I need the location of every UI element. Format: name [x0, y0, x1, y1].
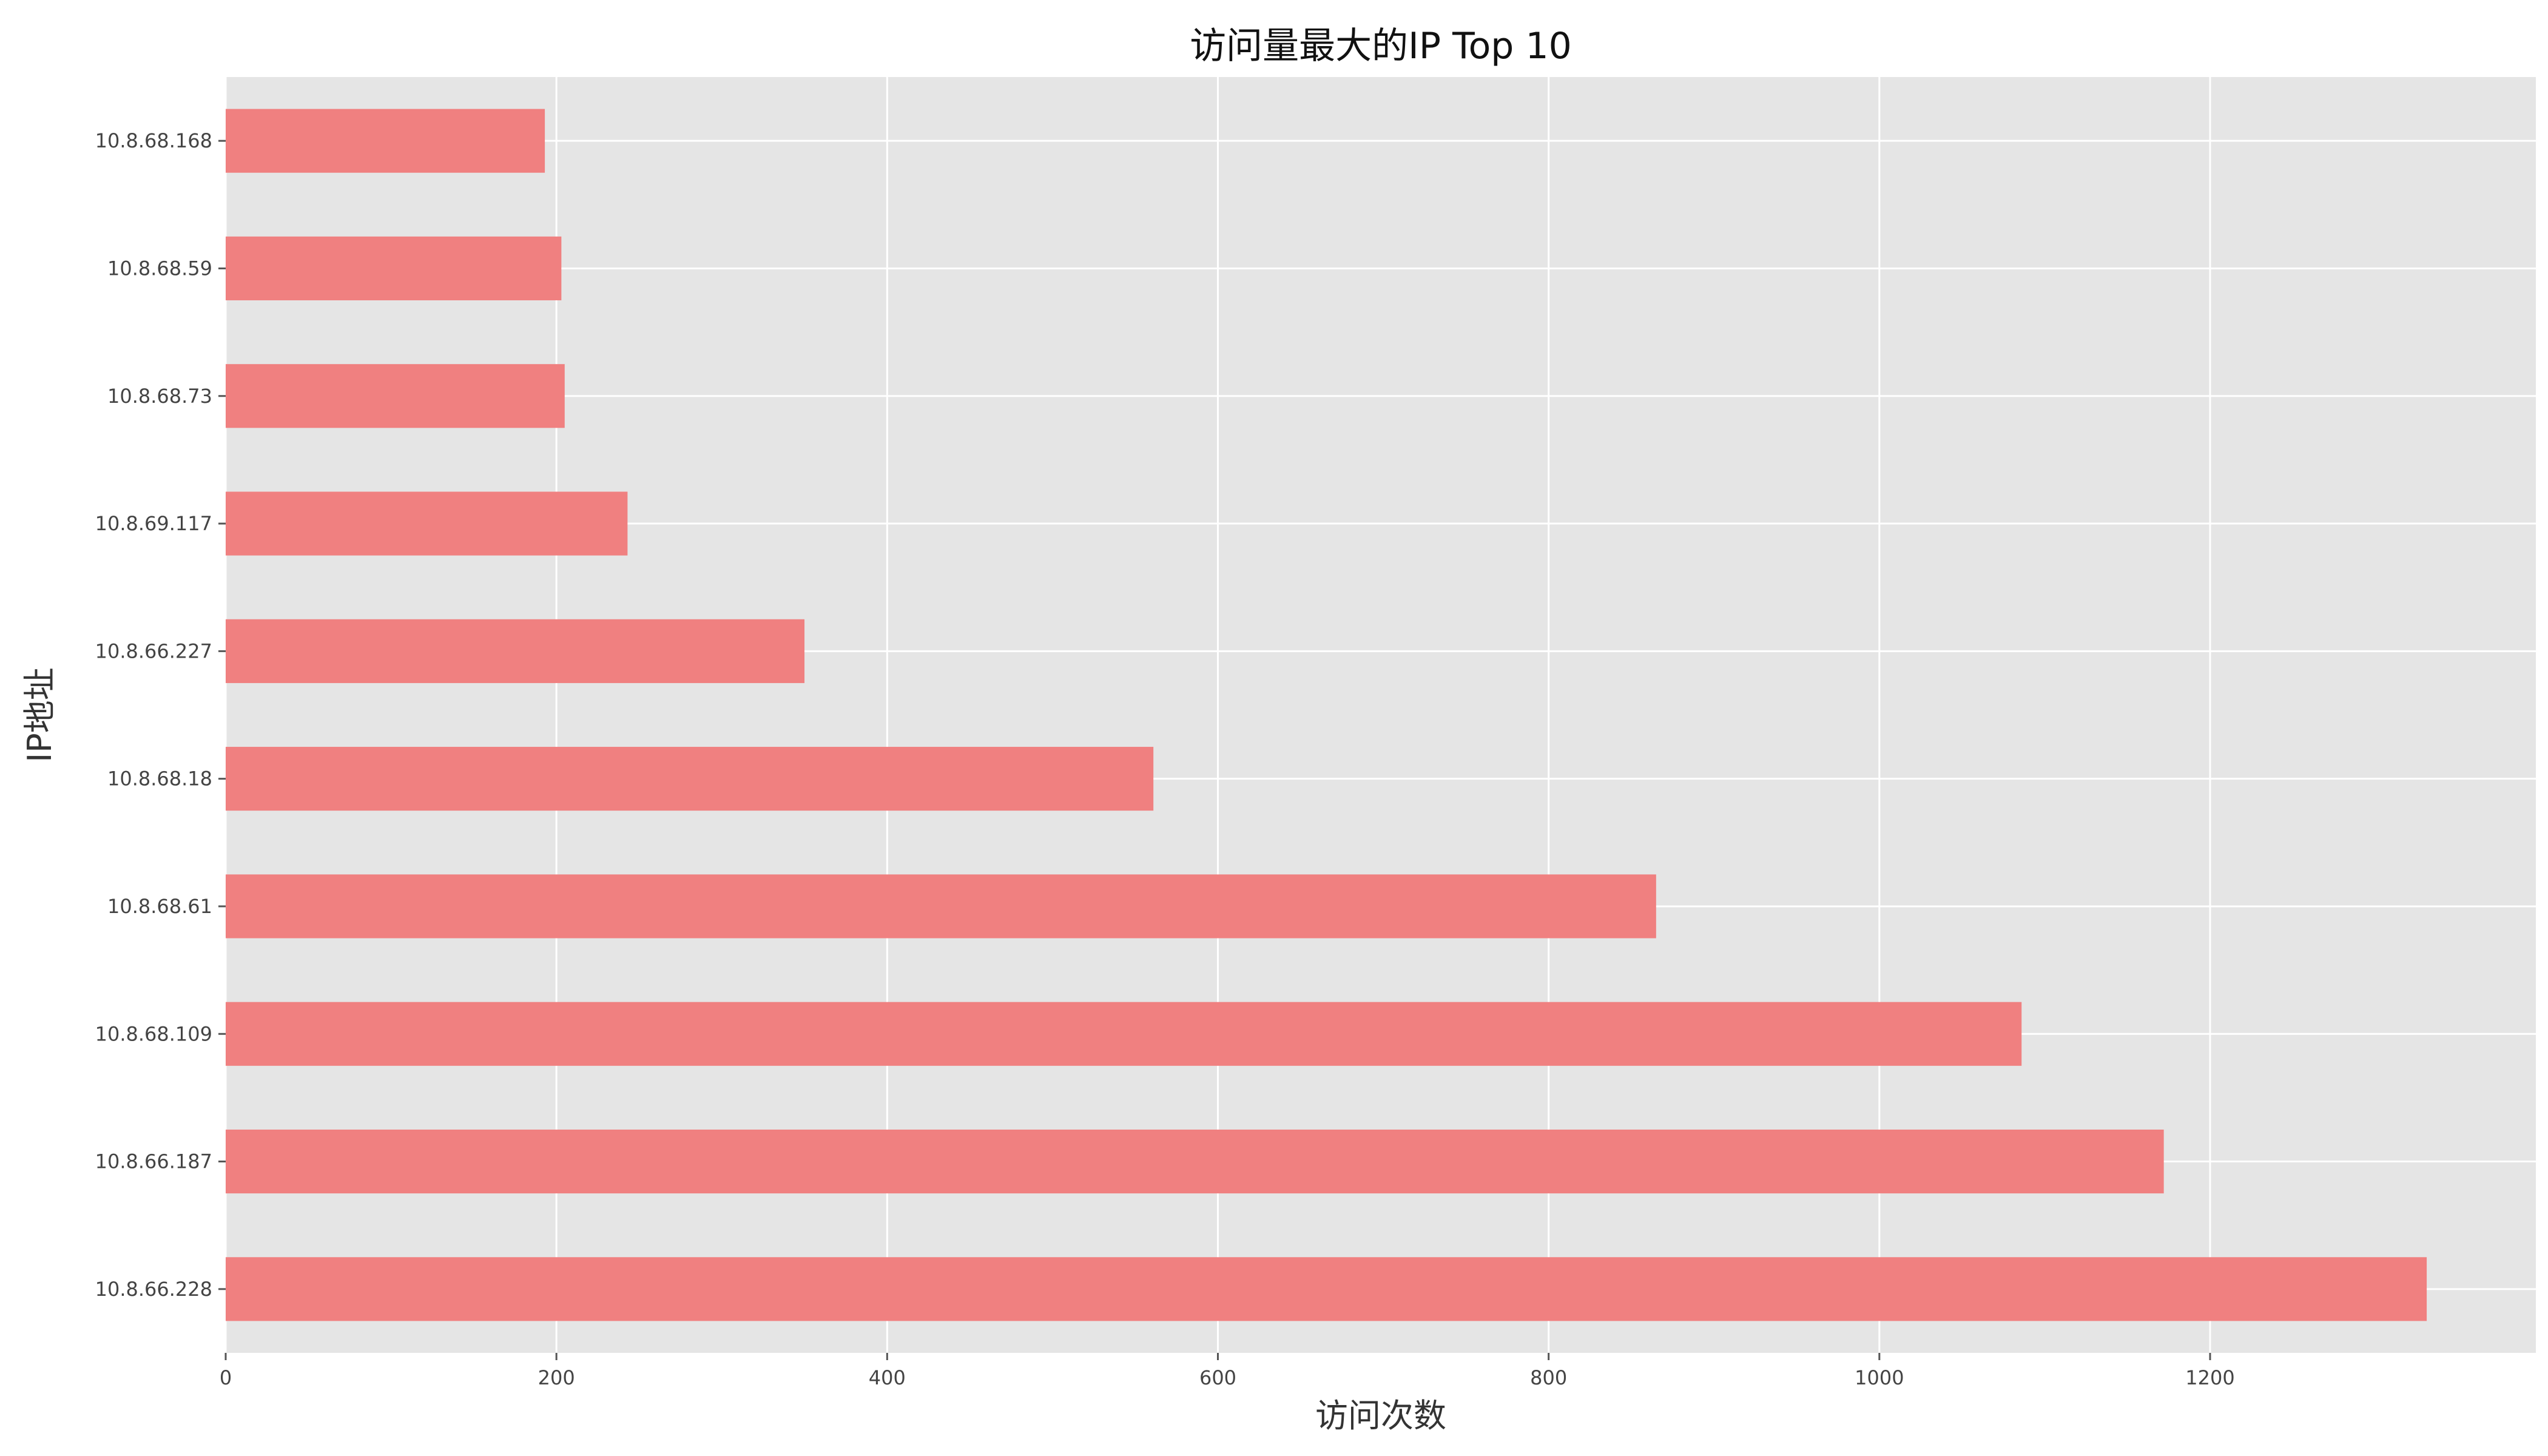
bar [226, 236, 562, 301]
bar [226, 364, 565, 428]
y-tick-label: 10.8.68.18 [107, 767, 212, 790]
bar [226, 619, 805, 683]
y-tick-label: 10.8.69.117 [95, 512, 212, 535]
bar [226, 874, 1656, 939]
x-tick-label: 800 [1530, 1366, 1567, 1389]
chart-title: 访问量最大的IP Top 10 [1190, 25, 1572, 67]
y-tick-label: 10.8.68.59 [107, 257, 212, 280]
x-tick-label: 200 [538, 1366, 575, 1389]
y-tick-label: 10.8.66.227 [95, 639, 212, 662]
bar [226, 491, 628, 556]
y-tick-label: 10.8.66.228 [95, 1278, 212, 1301]
y-tick-label: 10.8.68.73 [107, 385, 212, 408]
bar [226, 747, 1154, 811]
y-axis-ticks: 10.8.66.228 10.8.66.187 10.8.68.109 10.8.68… [95, 129, 226, 1301]
y-tick-label: 10.8.66.187 [95, 1150, 212, 1173]
x-axis-ticks: 0 200 400 600 800 1000 1200 [220, 1353, 2235, 1389]
x-tick-label: 400 [869, 1366, 906, 1389]
bar [226, 1129, 2164, 1194]
x-tick-label: 0 [220, 1366, 232, 1389]
x-tick-label: 600 [1199, 1366, 1236, 1389]
x-tick-label: 1200 [2185, 1366, 2234, 1389]
y-tick-label: 10.8.68.61 [107, 895, 212, 918]
x-tick-label: 1000 [1855, 1366, 1904, 1389]
y-tick-label: 10.8.68.109 [95, 1022, 212, 1045]
x-axis-label: 访问次数 [1315, 1397, 1446, 1435]
bar [226, 1257, 2427, 1321]
bar [226, 109, 545, 173]
y-tick-label: 10.8.68.168 [95, 129, 212, 152]
bar [226, 1002, 2022, 1066]
y-axis-label: IP地址 [21, 667, 59, 763]
bars [226, 109, 2427, 1321]
